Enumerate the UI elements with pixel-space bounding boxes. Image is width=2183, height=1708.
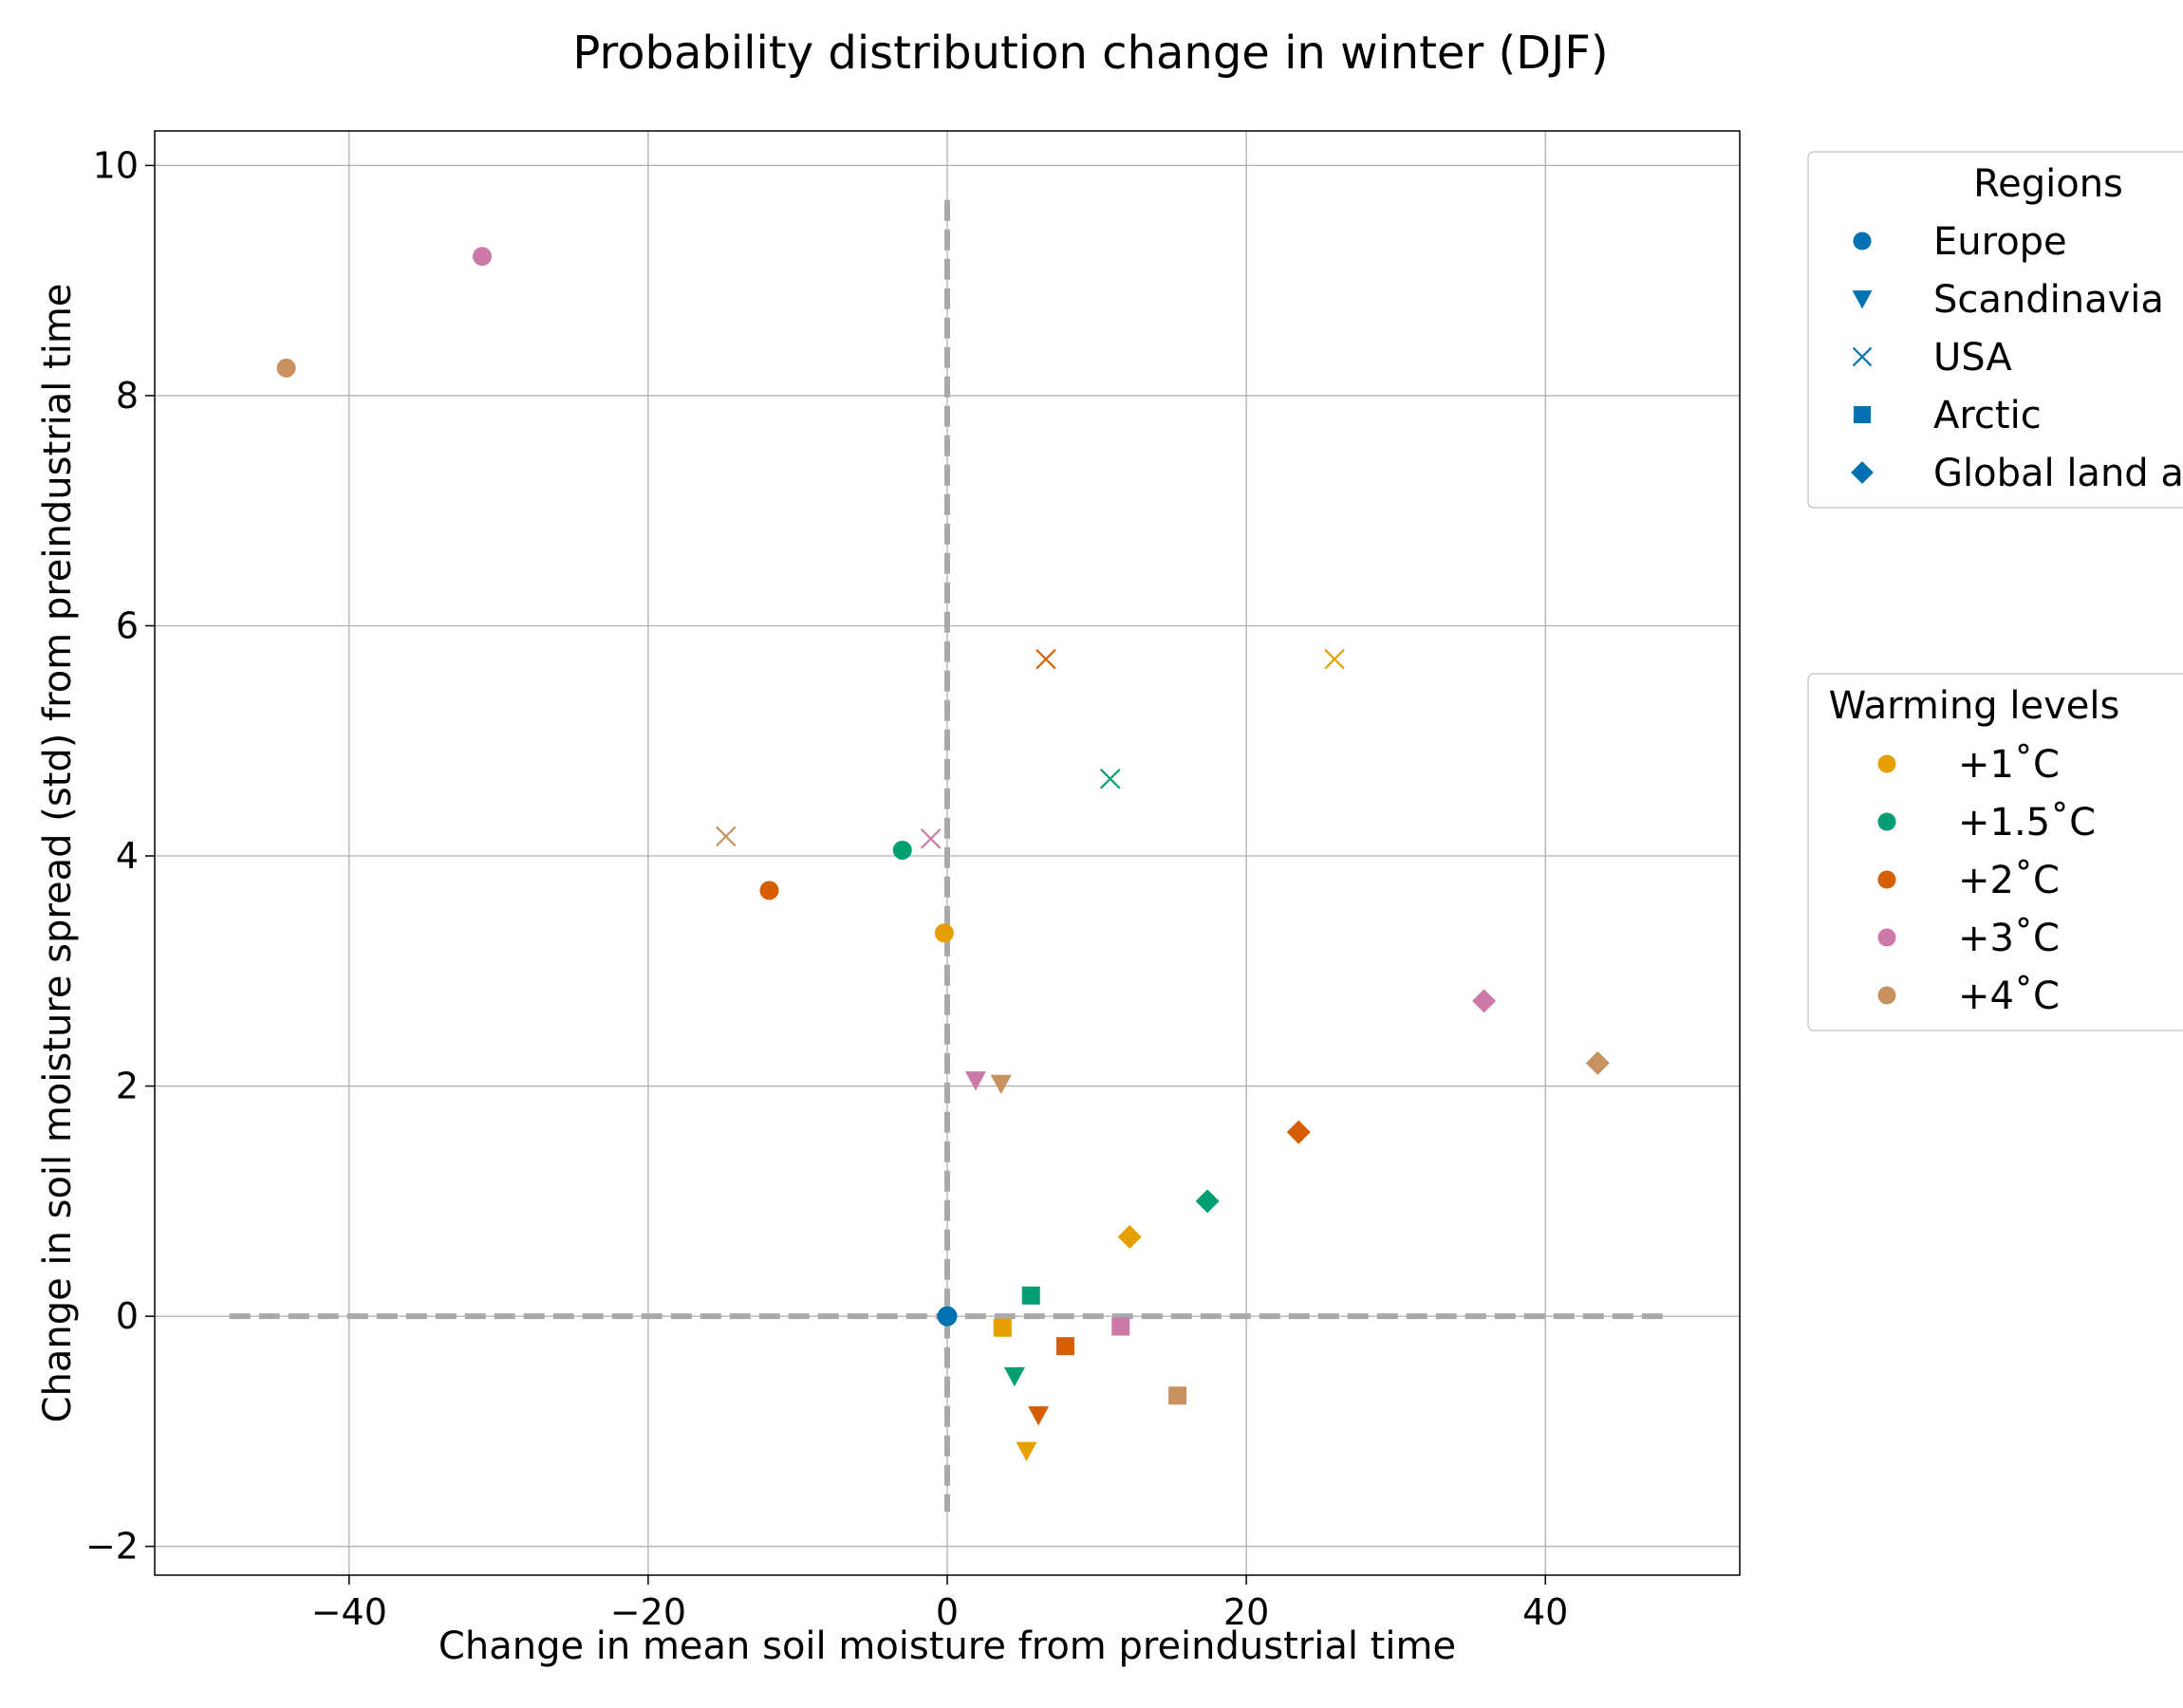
legend-regions-title: Regions xyxy=(1973,162,2123,206)
x-tick-label: 40 xyxy=(1522,1591,1568,1633)
chart-title: Probability distribution change in winte… xyxy=(572,27,1608,80)
legend-label: USA xyxy=(1933,336,2012,380)
data-point xyxy=(1585,1050,1610,1075)
legend-regions-frame xyxy=(1807,151,2183,509)
data-point xyxy=(1117,1224,1142,1249)
legend-label: Global land areas xyxy=(1933,452,2183,495)
y-tick-label: 2 xyxy=(116,1066,139,1107)
data-point xyxy=(920,828,942,849)
data-points xyxy=(276,247,1610,1462)
legend-warming-levels: Warming levels +1˚C +1.5˚C +2˚C +3˚C +4˚C xyxy=(1807,673,2183,1031)
legend-marker xyxy=(1853,405,1872,424)
data-point xyxy=(934,923,954,943)
data-point xyxy=(892,840,912,860)
legend-marker xyxy=(1853,232,1872,251)
legend-marker xyxy=(1852,290,1873,309)
x-axis-label: Change in mean soil moisture from preind… xyxy=(438,1624,1456,1668)
legend-marker xyxy=(1852,346,1873,367)
legend-label: +1˚C xyxy=(1958,743,2060,787)
legend-label: +2˚C xyxy=(1958,859,2060,902)
y-axis-label: Change in soil moisture spread (std) fro… xyxy=(36,284,80,1423)
origin-point xyxy=(937,1306,958,1327)
legend-label: +3˚C xyxy=(1958,917,2060,960)
data-point xyxy=(964,1071,986,1091)
x-tick-label: −40 xyxy=(311,1591,387,1633)
legend-levels-title: Warming levels xyxy=(1829,684,2120,728)
data-point xyxy=(276,358,296,378)
legend-marker xyxy=(1877,870,1896,889)
data-point xyxy=(993,1318,1012,1337)
data-point xyxy=(716,826,737,847)
legend-label: +4˚C xyxy=(1958,975,2060,1018)
legend-marker xyxy=(1877,812,1896,831)
data-point xyxy=(759,881,779,900)
y-tick-label: 10 xyxy=(93,144,139,186)
data-point xyxy=(1111,1317,1130,1336)
y-tick-label: 0 xyxy=(116,1295,139,1337)
data-point xyxy=(1028,1406,1050,1426)
x-axis-ticks: −40 −20 0 20 40 xyxy=(311,1575,1568,1633)
data-point xyxy=(1168,1386,1187,1405)
legend-levels-frame xyxy=(1807,673,2183,1031)
legend-marker xyxy=(1877,928,1896,947)
data-point xyxy=(473,247,493,267)
y-axis-ticks: −2 0 2 4 6 8 10 xyxy=(85,144,155,1568)
legend-marker xyxy=(1877,986,1896,1005)
y-tick-label: 8 xyxy=(116,375,139,417)
legend-label: Arctic xyxy=(1933,394,2042,437)
data-point xyxy=(1003,1366,1025,1387)
x-tick-label: 20 xyxy=(1223,1591,1269,1633)
data-point xyxy=(1021,1286,1040,1305)
legend-label: Europe xyxy=(1933,220,2067,264)
legend-marker xyxy=(1851,461,1874,484)
data-point xyxy=(1036,648,1056,670)
data-point xyxy=(1055,1337,1074,1356)
data-point xyxy=(1324,648,1345,670)
legend-regions: Regions Europe Scandinavia USA Arctic Global… xyxy=(1807,151,2183,509)
data-point xyxy=(1195,1189,1220,1214)
x-tick-label: −20 xyxy=(610,1591,686,1633)
data-point xyxy=(1286,1120,1311,1144)
y-tick-label: 6 xyxy=(116,604,139,646)
data-point xyxy=(1099,769,1121,789)
legend-label: Scandinavia xyxy=(1933,278,2164,322)
legend-label: +1.5˚C xyxy=(1958,801,2096,845)
y-tick-label: −2 xyxy=(85,1526,139,1568)
data-point xyxy=(1472,989,1497,1013)
x-tick-label: 0 xyxy=(936,1591,959,1633)
data-point xyxy=(1016,1441,1037,1462)
y-tick-label: 4 xyxy=(116,835,139,877)
legend-marker xyxy=(1877,754,1896,773)
data-point xyxy=(990,1074,1012,1095)
